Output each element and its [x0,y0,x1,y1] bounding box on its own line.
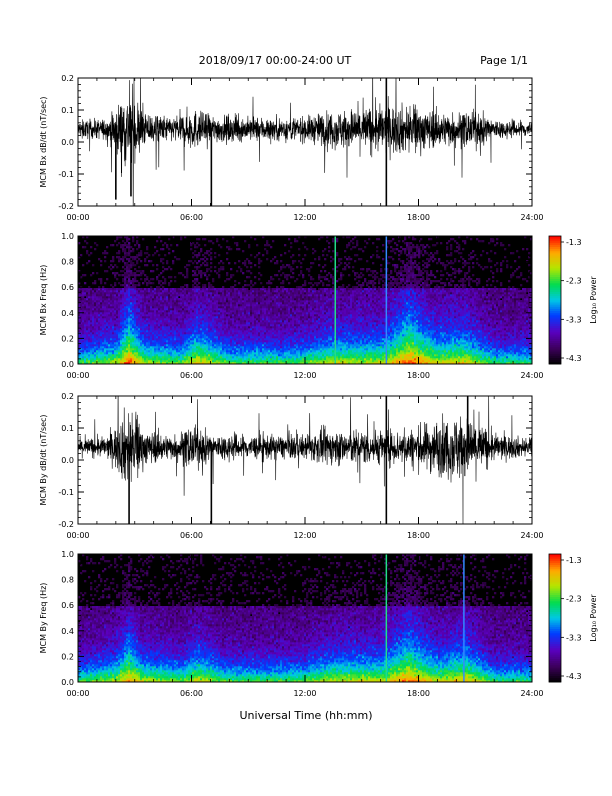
panel-4-y-tick-label: 0.0 [61,678,74,687]
panel-4-y-tick-label: 0.8 [61,576,74,585]
panel-1-y-tick-label: 0.2 [61,74,74,83]
panel-1-x-tick-label: 12:00 [293,213,316,222]
panel-2-spectrogram [78,236,532,364]
panel-1-y-tick-label: 0.1 [61,106,74,115]
colorbar-label: Log₁₀ Power [589,276,598,324]
panel-3-x-tick-label: 24:00 [520,531,543,540]
panel-2-y-tick-label: 0.6 [61,283,74,292]
panel-1-x-tick-label: 06:00 [180,213,203,222]
panel-4-y-tick-label: 0.2 [61,652,74,661]
panel-3-x-tick-label: 00:00 [66,531,89,540]
colorbar-tick-label: -2.3 [566,595,582,604]
panel-3-y-label: MCM By dB/dt (nT/sec) [39,414,48,505]
panel-4-x-tick-label: 00:00 [66,689,89,698]
report-page: 2018/09/17 00:00-24:00 UT Page 1/1 Unive… [0,0,612,792]
panel-2-x-tick-label: 18:00 [407,371,430,380]
panels: MCM Bx dB/dt (nT/sec) -0.2 -0.1 0.0 0.1 0.2 00… [39,61,598,698]
panel-3-x-tick-label: 18:00 [407,531,430,540]
x-axis-label: Universal Time (hh:mm) [240,709,373,722]
panel-4-x-tick-label: 18:00 [407,689,430,698]
panel-2-y-tick-label: 0.0 [61,360,74,369]
panel-3-y-tick-label: 0.1 [61,424,74,433]
panel-1-y-label: MCM Bx dB/dt (nT/sec) [39,96,48,187]
colorbar-tick-label: -1.3 [566,556,582,565]
colorbar-tick-label: -2.3 [566,277,582,286]
panel-1-frame [78,78,532,206]
colorbar-tick-label: -3.3 [566,633,582,642]
panel-3-y-tick-label: 0.0 [61,456,74,465]
panel-1-x-tick-label: 18:00 [407,213,430,222]
panel-1-y-tick-label: -0.1 [58,170,74,179]
panel-2-x-tick-label: 24:00 [520,371,543,380]
panel-4-x-tick-label: 06:00 [180,689,203,698]
panel-4-spectrogram [78,554,532,682]
panel-2-x-tick-label: 00:00 [66,371,89,380]
panel-4-y-label: MCM By Freq (Hz) [39,583,48,654]
panel-3-y-tick-label: -0.1 [58,488,74,497]
panel-4-colorbar: -1.3 -2.3 -3.3 -4.3 Log₁₀ Power [549,554,598,682]
page-number: Page 1/1 [480,54,528,67]
date-range-title: 2018/09/17 00:00-24:00 UT [199,54,352,67]
panel-4-y-tick-label: 0.6 [61,601,74,610]
panel-2-y-tick-label: 1.0 [61,232,74,241]
panel-2-y-tick-label: 0.8 [61,258,74,267]
panel-2-colorbar: -1.3 -2.3 -3.3 -4.3 Log₁₀ Power [549,236,598,364]
colorbar-tick-label: -1.3 [566,238,582,247]
panel-2-y-label: MCM Bx Freq (Hz) [39,265,48,336]
panel-2-y-tick-label: 0.4 [61,309,74,318]
panel-2-x-tick-label: 06:00 [180,371,203,380]
panel-4-y-tick-label: 0.4 [61,627,74,636]
magnetometer-figure: 2018/09/17 00:00-24:00 UT Page 1/1 Unive… [0,0,612,792]
panel-1-y-tick-label: -0.2 [58,202,74,211]
panel-1-x-tick-label: 24:00 [520,213,543,222]
panel-2-y-tick-label: 0.2 [61,334,74,343]
colorbar-tick-label: -3.3 [566,315,582,324]
panel-4-x-tick-label: 12:00 [293,689,316,698]
panel-1-y-tick-label: 0.0 [61,138,74,147]
panel-4-y-tick-label: 1.0 [61,550,74,559]
colorbar-label: Log₁₀ Power [589,594,598,642]
panel-1-x-tick-label: 00:00 [66,213,89,222]
panel-3-x-tick-label: 12:00 [293,531,316,540]
colorbar-tick-label: -4.3 [566,354,582,363]
colorbar-tick-label: -4.3 [566,672,582,681]
panel-3-y-tick-label: 0.2 [61,392,74,401]
panel-4-x-tick-label: 24:00 [520,689,543,698]
panel-3-y-tick-label: -0.2 [58,520,74,529]
panel-3-x-tick-label: 06:00 [180,531,203,540]
panel-2-x-tick-label: 12:00 [293,371,316,380]
panel-1-axes: MCM Bx dB/dt (nT/sec) -0.2 -0.1 0.0 0.1 0.2 00… [39,74,544,222]
